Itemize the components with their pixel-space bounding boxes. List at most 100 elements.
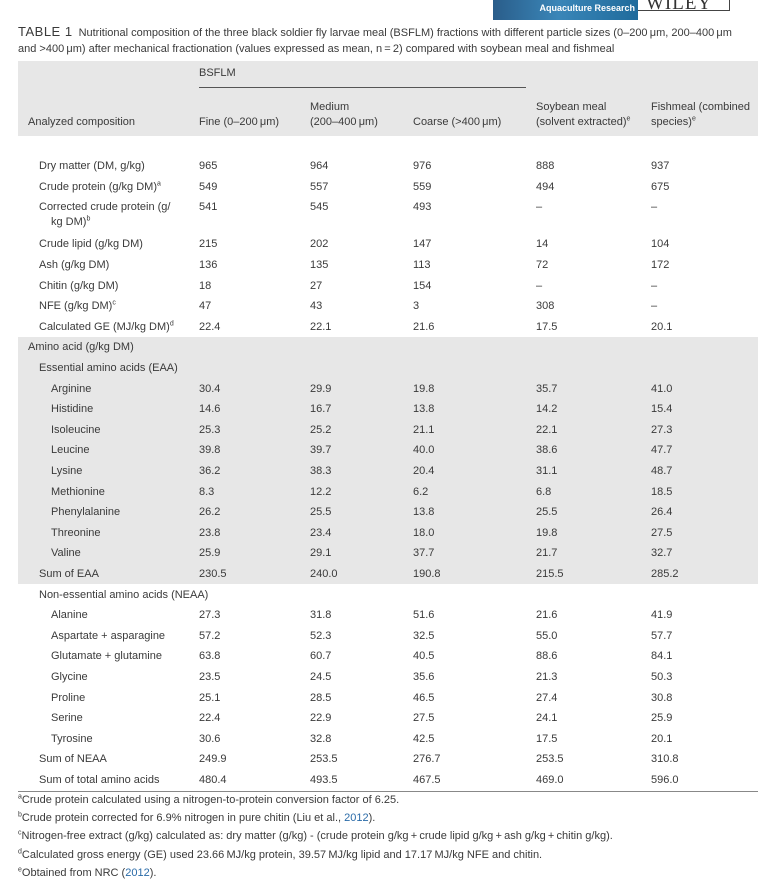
table-cell: 976 — [413, 160, 432, 173]
text-span: Calculated gross energy (GE) used 23.66 … — [21, 848, 543, 861]
table-cell: 19.8 — [413, 378, 536, 399]
footnote-d: dCalculated gross energy (GE) used 23.66… — [18, 846, 758, 864]
col-header-soybean: Soybean meal (solvent extracted)e — [536, 88, 651, 136]
table-row: Alanine 27.3 31.8 51.6 21.6 41.9 — [18, 605, 758, 626]
table-cell: 52.3 — [310, 629, 332, 642]
footnote-marker: d — [169, 320, 174, 328]
row-label: Calculated GE (MJ/kg DM)d — [18, 317, 199, 338]
table-row: Methionine 8.3 12.2 6.2 6.8 18.5 — [18, 481, 758, 502]
table-cell: 57.2 — [199, 629, 221, 642]
table-row: Calculated GE (MJ/kg DM)d 22.4 22.1 21.6 17… — [18, 317, 758, 338]
table-cell: 965 — [199, 160, 218, 173]
table-cell: 136 — [199, 259, 218, 272]
table-cell: 215.5 — [536, 563, 651, 585]
table-cell: 494 — [536, 180, 555, 193]
footnote-marker: a — [157, 180, 161, 188]
composition-table-container: BSFLM Analyzed composition Fine (0–200 μ… — [18, 61, 758, 792]
table-row: Crude protein (g/kg DM)a 549 557 559 494 675 — [18, 177, 758, 198]
text-span: Crude protein calculated using a nitroge… — [21, 794, 400, 806]
page-header-strip: Aquaculture Research WILEY — [0, 0, 763, 20]
row-label: Methionine — [18, 481, 199, 502]
table-cell: – — [651, 201, 658, 214]
table-cell: 20.1 — [651, 732, 673, 745]
row-label: Sum of EAA — [18, 563, 199, 585]
table-cell: 22.1 — [310, 320, 332, 333]
table-cell: 135 — [310, 259, 329, 272]
text-span: Soybean meal — [536, 101, 607, 113]
table-cell: 285.2 — [651, 563, 758, 585]
table-row: Ash (g/kg DM) 136 135 113 72 172 — [18, 255, 758, 276]
table-cell: 172 — [651, 259, 670, 272]
table-cell: 72 — [536, 259, 549, 272]
table-cell: 25.5 — [536, 501, 651, 523]
col-header-medium: Medium (200–400 μm) — [310, 88, 413, 136]
table-cell: 60.7 — [310, 650, 332, 663]
table-cell: 48.7 — [651, 460, 758, 482]
table-cell: 15.4 — [651, 398, 758, 420]
publisher-rule — [638, 10, 730, 11]
table-cell: 937 — [651, 160, 670, 173]
table-cell: 310.8 — [651, 753, 679, 766]
table-cell: 31.8 — [310, 609, 332, 622]
table-cell: 25.5 — [310, 501, 413, 523]
table-cell: 964 — [310, 160, 329, 173]
row-label: Essential amino acids (EAA) — [18, 357, 758, 379]
citation-link-nrc-2012[interactable]: 2012 — [125, 866, 150, 879]
row-label: Dry matter (DM, g/kg) — [18, 156, 199, 177]
text-span: Obtained from NRC ( — [21, 866, 126, 879]
sum-neaa-row: Sum of NEAA 249.9 253.5 276.7 253.5 310.8 — [18, 749, 758, 770]
table-cell: 43 — [310, 300, 323, 313]
table-cell: 23.8 — [199, 522, 310, 544]
col-header-coarse: Coarse (>400 μm) — [413, 88, 536, 136]
row-label: Tyrosine — [51, 732, 93, 745]
table-cell: 21.6 — [536, 609, 558, 622]
text-span: Ash (g/kg DM) — [39, 259, 110, 272]
table-cell: 20.4 — [413, 460, 536, 482]
table-cell: 23.4 — [310, 522, 413, 544]
table-cell: 308 — [536, 300, 555, 313]
table-cell: 25.9 — [199, 543, 310, 564]
table-cell: 549 — [199, 180, 218, 193]
table-cell: 50.3 — [651, 670, 673, 683]
table-row: Valine 25.9 29.1 37.7 21.7 32.7 — [18, 543, 758, 564]
table-cell: 22.4 — [199, 712, 221, 725]
publisher-logo: WILEY — [646, 0, 713, 14]
table-cell: – — [536, 279, 543, 292]
table-cell: 16.7 — [310, 398, 413, 420]
citation-link-liu-2012[interactable]: 2012 — [344, 812, 369, 825]
table-cell: 147 — [413, 238, 432, 251]
table-cell: 29.1 — [310, 543, 413, 564]
table-footnotes: aCrude protein calculated using a nitrog… — [18, 791, 758, 882]
table-cell: 18.5 — [651, 481, 758, 502]
col-header-fine: Fine (0–200 μm) — [199, 88, 310, 136]
row-label: Crude lipid (g/kg DM) — [18, 234, 199, 255]
table-row: Corrected crude protein (g/kg DM)b 541 54… — [18, 197, 758, 234]
table-cell: 467.5 — [413, 769, 536, 792]
text-span: Dry matter (DM, g/kg) — [39, 160, 145, 173]
table-cell: 84.1 — [651, 650, 673, 663]
table-cell: 47.7 — [651, 440, 758, 461]
footnote-marker: c — [18, 829, 22, 837]
footnote-c: cNitrogen-free extract (g/kg) calculated… — [18, 827, 758, 845]
row-label: Chitin (g/kg DM) — [18, 275, 199, 296]
row-label: Phenylalanine — [18, 501, 199, 523]
text-span: (solvent extracted) — [536, 116, 627, 128]
table-cell: 240.0 — [310, 563, 413, 585]
footnote-marker: c — [112, 299, 116, 307]
table-row: Lysine 36.2 38.3 20.4 31.1 48.7 — [18, 460, 758, 482]
table-cell: 57.7 — [651, 629, 673, 642]
table-cell: 19.8 — [536, 522, 651, 544]
table-cell: 202 — [310, 238, 329, 251]
table-cell: 154 — [413, 279, 432, 292]
table-cell: 20.1 — [651, 320, 673, 333]
table-caption: TABLE 1 Nutritional composition of the th… — [18, 24, 748, 57]
table-cell: 675 — [651, 180, 670, 193]
table-row: Phenylalanine 26.2 25.5 13.8 25.5 26.4 — [18, 501, 758, 523]
table-row: Histidine 14.6 16.7 13.8 14.2 15.4 — [18, 398, 758, 420]
text-span: ). — [149, 866, 157, 879]
row-label: Histidine — [18, 398, 199, 420]
table-cell: 27.4 — [536, 691, 558, 704]
table-cell: 14.2 — [536, 398, 651, 420]
table-cell: 13.8 — [413, 501, 536, 523]
table-row: Threonine 23.8 23.4 18.0 19.8 27.5 — [18, 522, 758, 544]
